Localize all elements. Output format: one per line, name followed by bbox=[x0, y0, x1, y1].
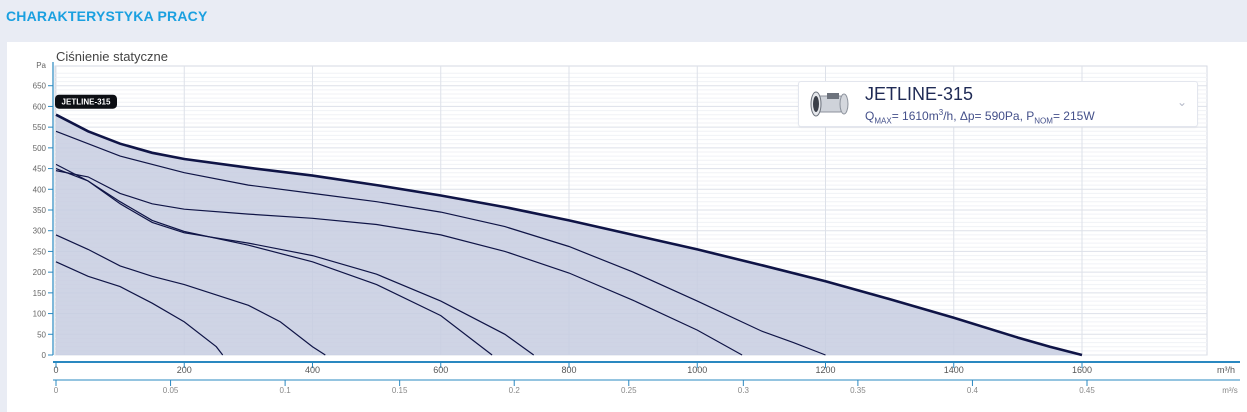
x-tick-label: 600 bbox=[433, 365, 448, 375]
y-tick-label: 500 bbox=[33, 144, 47, 153]
x-tick-label: 200 bbox=[177, 365, 192, 375]
legend-specs: QMAX= 1610m3/h, Δp= 590Pa, PNOM= 215W bbox=[865, 108, 1095, 126]
x-tick-label: 1400 bbox=[944, 365, 964, 375]
legend-dp: 590Pa bbox=[984, 109, 1020, 123]
max-curve bbox=[55, 113, 1083, 357]
y-tick-label: 50 bbox=[37, 330, 46, 339]
x2-unit-label: m³/s bbox=[1222, 386, 1238, 395]
y-unit-label: Pa bbox=[36, 61, 46, 70]
x2-tick-label: 0.05 bbox=[163, 386, 179, 395]
x2-tick-label: 0.25 bbox=[621, 386, 637, 395]
legend-series-name: JETLINE-315 bbox=[865, 84, 974, 104]
y-tick-label: 650 bbox=[33, 82, 47, 91]
speed-curve bbox=[55, 130, 826, 356]
y-tick-label: 300 bbox=[33, 227, 47, 236]
y-tick-label: 200 bbox=[33, 268, 47, 277]
x2-tick-label: 0.15 bbox=[392, 386, 408, 395]
x2-tick-label: 0.2 bbox=[509, 386, 521, 395]
x-unit-label: m³/h bbox=[1217, 365, 1235, 375]
operating-area bbox=[56, 114, 1082, 355]
y-tick-label: 350 bbox=[33, 206, 47, 215]
speed-curve bbox=[55, 170, 743, 356]
x-tick-label: 1000 bbox=[687, 365, 707, 375]
speed-curve bbox=[55, 168, 493, 356]
x2-tick-label: 0.35 bbox=[850, 386, 866, 395]
header-bar: CHARAKTERYSTYKA PRACY bbox=[0, 0, 1247, 42]
speed-curve bbox=[55, 234, 326, 356]
legend-pnom: 215W bbox=[1063, 109, 1095, 123]
series-badge bbox=[55, 94, 117, 109]
y-tick-label: 400 bbox=[33, 185, 47, 194]
series-legend[interactable]: JETLINE-315 QMAX= 1610m3/h, Δp= 590Pa, P… bbox=[798, 81, 1198, 127]
x2-tick-label: 0.3 bbox=[738, 386, 750, 395]
x2-tick-label: 0.45 bbox=[1079, 386, 1095, 395]
page-title: CHARAKTERYSTYKA PRACY bbox=[6, 8, 208, 24]
x-tick-label: 800 bbox=[561, 365, 576, 375]
fan-icon bbox=[810, 91, 849, 117]
x2-tick-label: 0.1 bbox=[280, 386, 292, 395]
y-tick-label: 550 bbox=[33, 123, 47, 132]
x-tick-label: 400 bbox=[305, 365, 320, 375]
series-badge-label: JETLINE-315 bbox=[62, 98, 111, 107]
y-tick-label: 0 bbox=[42, 351, 47, 360]
x2-tick-label: 0.4 bbox=[967, 386, 979, 395]
x-tick-label: 0 bbox=[53, 365, 58, 375]
y-tick-label: 100 bbox=[33, 310, 47, 319]
y-tick-label: 250 bbox=[33, 247, 47, 256]
x-tick-label: 1200 bbox=[815, 365, 835, 375]
x2-tick-label: 0 bbox=[54, 386, 59, 395]
y-axis-title: Ciśnienie statyczne bbox=[56, 49, 168, 64]
x-tick-label: 1600 bbox=[1072, 365, 1092, 375]
chevron-down-icon[interactable]: ⌄ bbox=[1176, 95, 1187, 109]
y-tick-label: 600 bbox=[33, 102, 47, 111]
y-tick-label: 450 bbox=[33, 165, 47, 174]
y-tick-label: 150 bbox=[33, 289, 47, 298]
speed-curve bbox=[55, 163, 535, 356]
speed-curve bbox=[55, 261, 224, 356]
legend-qmax: 1610m bbox=[902, 109, 939, 123]
